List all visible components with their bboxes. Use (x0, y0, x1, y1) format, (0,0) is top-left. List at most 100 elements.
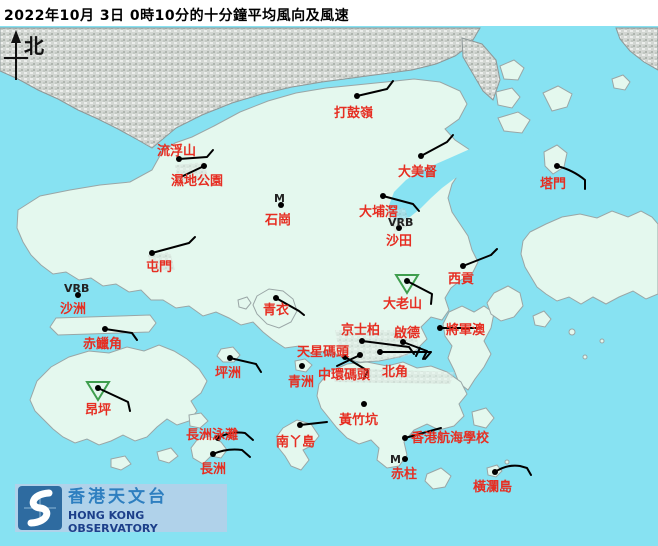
station-north-point: 北角 (377, 349, 432, 380)
station-label[interactable]: 沙洲 (60, 302, 86, 317)
station-label[interactable]: 長洲 (200, 462, 226, 477)
station-dot (418, 153, 424, 159)
station-dot (201, 163, 207, 169)
station-label[interactable]: 赤鱲角 (83, 336, 122, 352)
station-dot (402, 435, 408, 441)
north-label: 北 (24, 34, 44, 58)
logo-english-name: HONG KONG OBSERVATORY (68, 508, 158, 535)
station-label[interactable]: 大美督 (398, 164, 437, 180)
station-tsing-yi: 青衣 (263, 295, 305, 318)
station-label[interactable]: 流浮山 (157, 143, 196, 159)
station-dot (357, 352, 363, 358)
station-cheung-chau-beach: 長洲泳灘 (186, 427, 254, 443)
wind-barb-icon (336, 354, 361, 367)
station-peng-chau: 坪洲 (215, 355, 262, 381)
station-shek-kong: 石崗 M (264, 192, 291, 228)
station-chek-lap-kok: 赤鱲角 (83, 326, 138, 352)
station-tseung-kwan-o: 將軍澳 (437, 322, 486, 338)
station-label[interactable]: 青洲 (288, 374, 314, 390)
station-label[interactable]: 青衣 (263, 302, 289, 318)
hko-logo-band[interactable]: 香港天文台 HONG KONG OBSERVATORY (15, 484, 227, 535)
logo-chinese-name: 香港天文台 (68, 486, 168, 507)
station-label[interactable]: 大埔滘 (359, 204, 398, 220)
station-central-pier: 中環碼頭 (318, 352, 371, 383)
wind-barb-icon (178, 149, 214, 160)
station-dot (400, 339, 406, 345)
flag-vrb: VRB (64, 282, 89, 295)
station-tai-mei-tuk: 大美督 (398, 134, 454, 180)
station-waglan-island: 橫瀾島 (473, 464, 532, 495)
shenzhen-urban-area (0, 27, 658, 149)
station-label[interactable]: 濕地公園 (171, 173, 223, 189)
land-airport-chek-lap-kok (49, 314, 157, 336)
station-dot (215, 435, 221, 441)
land-new-territories-kowloon (16, 78, 479, 363)
station-label[interactable]: 北角 (382, 364, 408, 380)
station-stanley: 赤柱M (390, 453, 417, 482)
station-label[interactable]: 屯門 (146, 259, 172, 275)
land-hong-kong-island (316, 361, 468, 469)
station-dot (361, 401, 367, 407)
station-dot (297, 422, 303, 428)
station-label[interactable]: 大老山 (383, 296, 422, 312)
station-dot (359, 338, 365, 344)
flag-m: M (390, 453, 401, 466)
station-sha-chau: 沙洲 VRB (60, 282, 89, 317)
station-dot (273, 295, 279, 301)
station-label[interactable]: 啟德 (394, 325, 420, 341)
station-label[interactable]: 將軍澳 (446, 322, 486, 338)
wind-barb-icon (151, 236, 196, 254)
station-label[interactable]: 天星碼頭 (297, 345, 350, 360)
station-tuen-mun: 屯門 (146, 236, 196, 275)
small-islands (110, 59, 631, 490)
station-label[interactable]: 中環碼頭 (318, 367, 371, 383)
wind-barb-icon (462, 248, 498, 267)
station-dot (210, 451, 216, 457)
station-wetland-park: 濕地公園 (171, 163, 223, 189)
land-masses (16, 78, 658, 469)
station-tap-mun: 塔門 (540, 163, 586, 192)
station-label[interactable]: 香港航海學校 (410, 430, 490, 446)
wind-barb-icon (229, 357, 262, 373)
station-dot (437, 325, 443, 331)
station-label[interactable]: 石崗 (264, 213, 291, 228)
station-label[interactable]: 沙田 (386, 234, 412, 249)
station-dot (460, 263, 466, 269)
station-hk-sea-school: 香港航海學校 (402, 427, 490, 446)
map-title: 2022年10月 3日 0時10分的十分鐘平均風向及風速 (4, 8, 350, 24)
station-dot (377, 349, 383, 355)
station-label[interactable]: 京士柏 (341, 322, 380, 338)
station-label[interactable]: 南丫島 (276, 434, 315, 450)
station-dot (492, 469, 498, 475)
station-dot (75, 292, 81, 298)
station-label[interactable]: 赤柱 (391, 466, 417, 482)
station-label[interactable]: 橫瀾島 (473, 479, 512, 495)
station-wong-chuk-hang: 黃竹坑 (338, 401, 378, 428)
station-dot (396, 225, 402, 231)
station-label[interactable]: 坪洲 (215, 366, 241, 381)
station-label[interactable]: 黃竹坑 (338, 412, 378, 428)
station-dot (227, 355, 233, 361)
land-sai-kung-east (520, 210, 658, 305)
hko-logo-icon (18, 486, 62, 530)
station-label[interactable]: 長洲泳灘 (186, 427, 238, 443)
urban-texture-patches (148, 162, 455, 384)
station-dot (404, 278, 410, 284)
station-cheung-chau: 長洲 (200, 448, 251, 477)
station-label[interactable]: 打鼓嶺 (334, 105, 373, 121)
flag-vrb: VRB (388, 216, 413, 229)
wind-barb-icon (420, 134, 454, 157)
tolo-harbour-water (388, 104, 563, 221)
station-ta-kwu-ling: 打鼓嶺 (334, 80, 394, 121)
station-label[interactable]: 西貢 (448, 272, 474, 287)
station-dot (149, 250, 155, 256)
station-label[interactable]: 昂坪 (85, 402, 111, 418)
wind-barb-icon (104, 328, 138, 341)
wind-barb-icon (97, 387, 131, 412)
wind-barb-icon (182, 165, 205, 177)
title-strip (0, 0, 658, 26)
station-tates-cairn: 大老山 (383, 274, 433, 312)
station-label[interactable]: 塔門 (540, 176, 566, 192)
